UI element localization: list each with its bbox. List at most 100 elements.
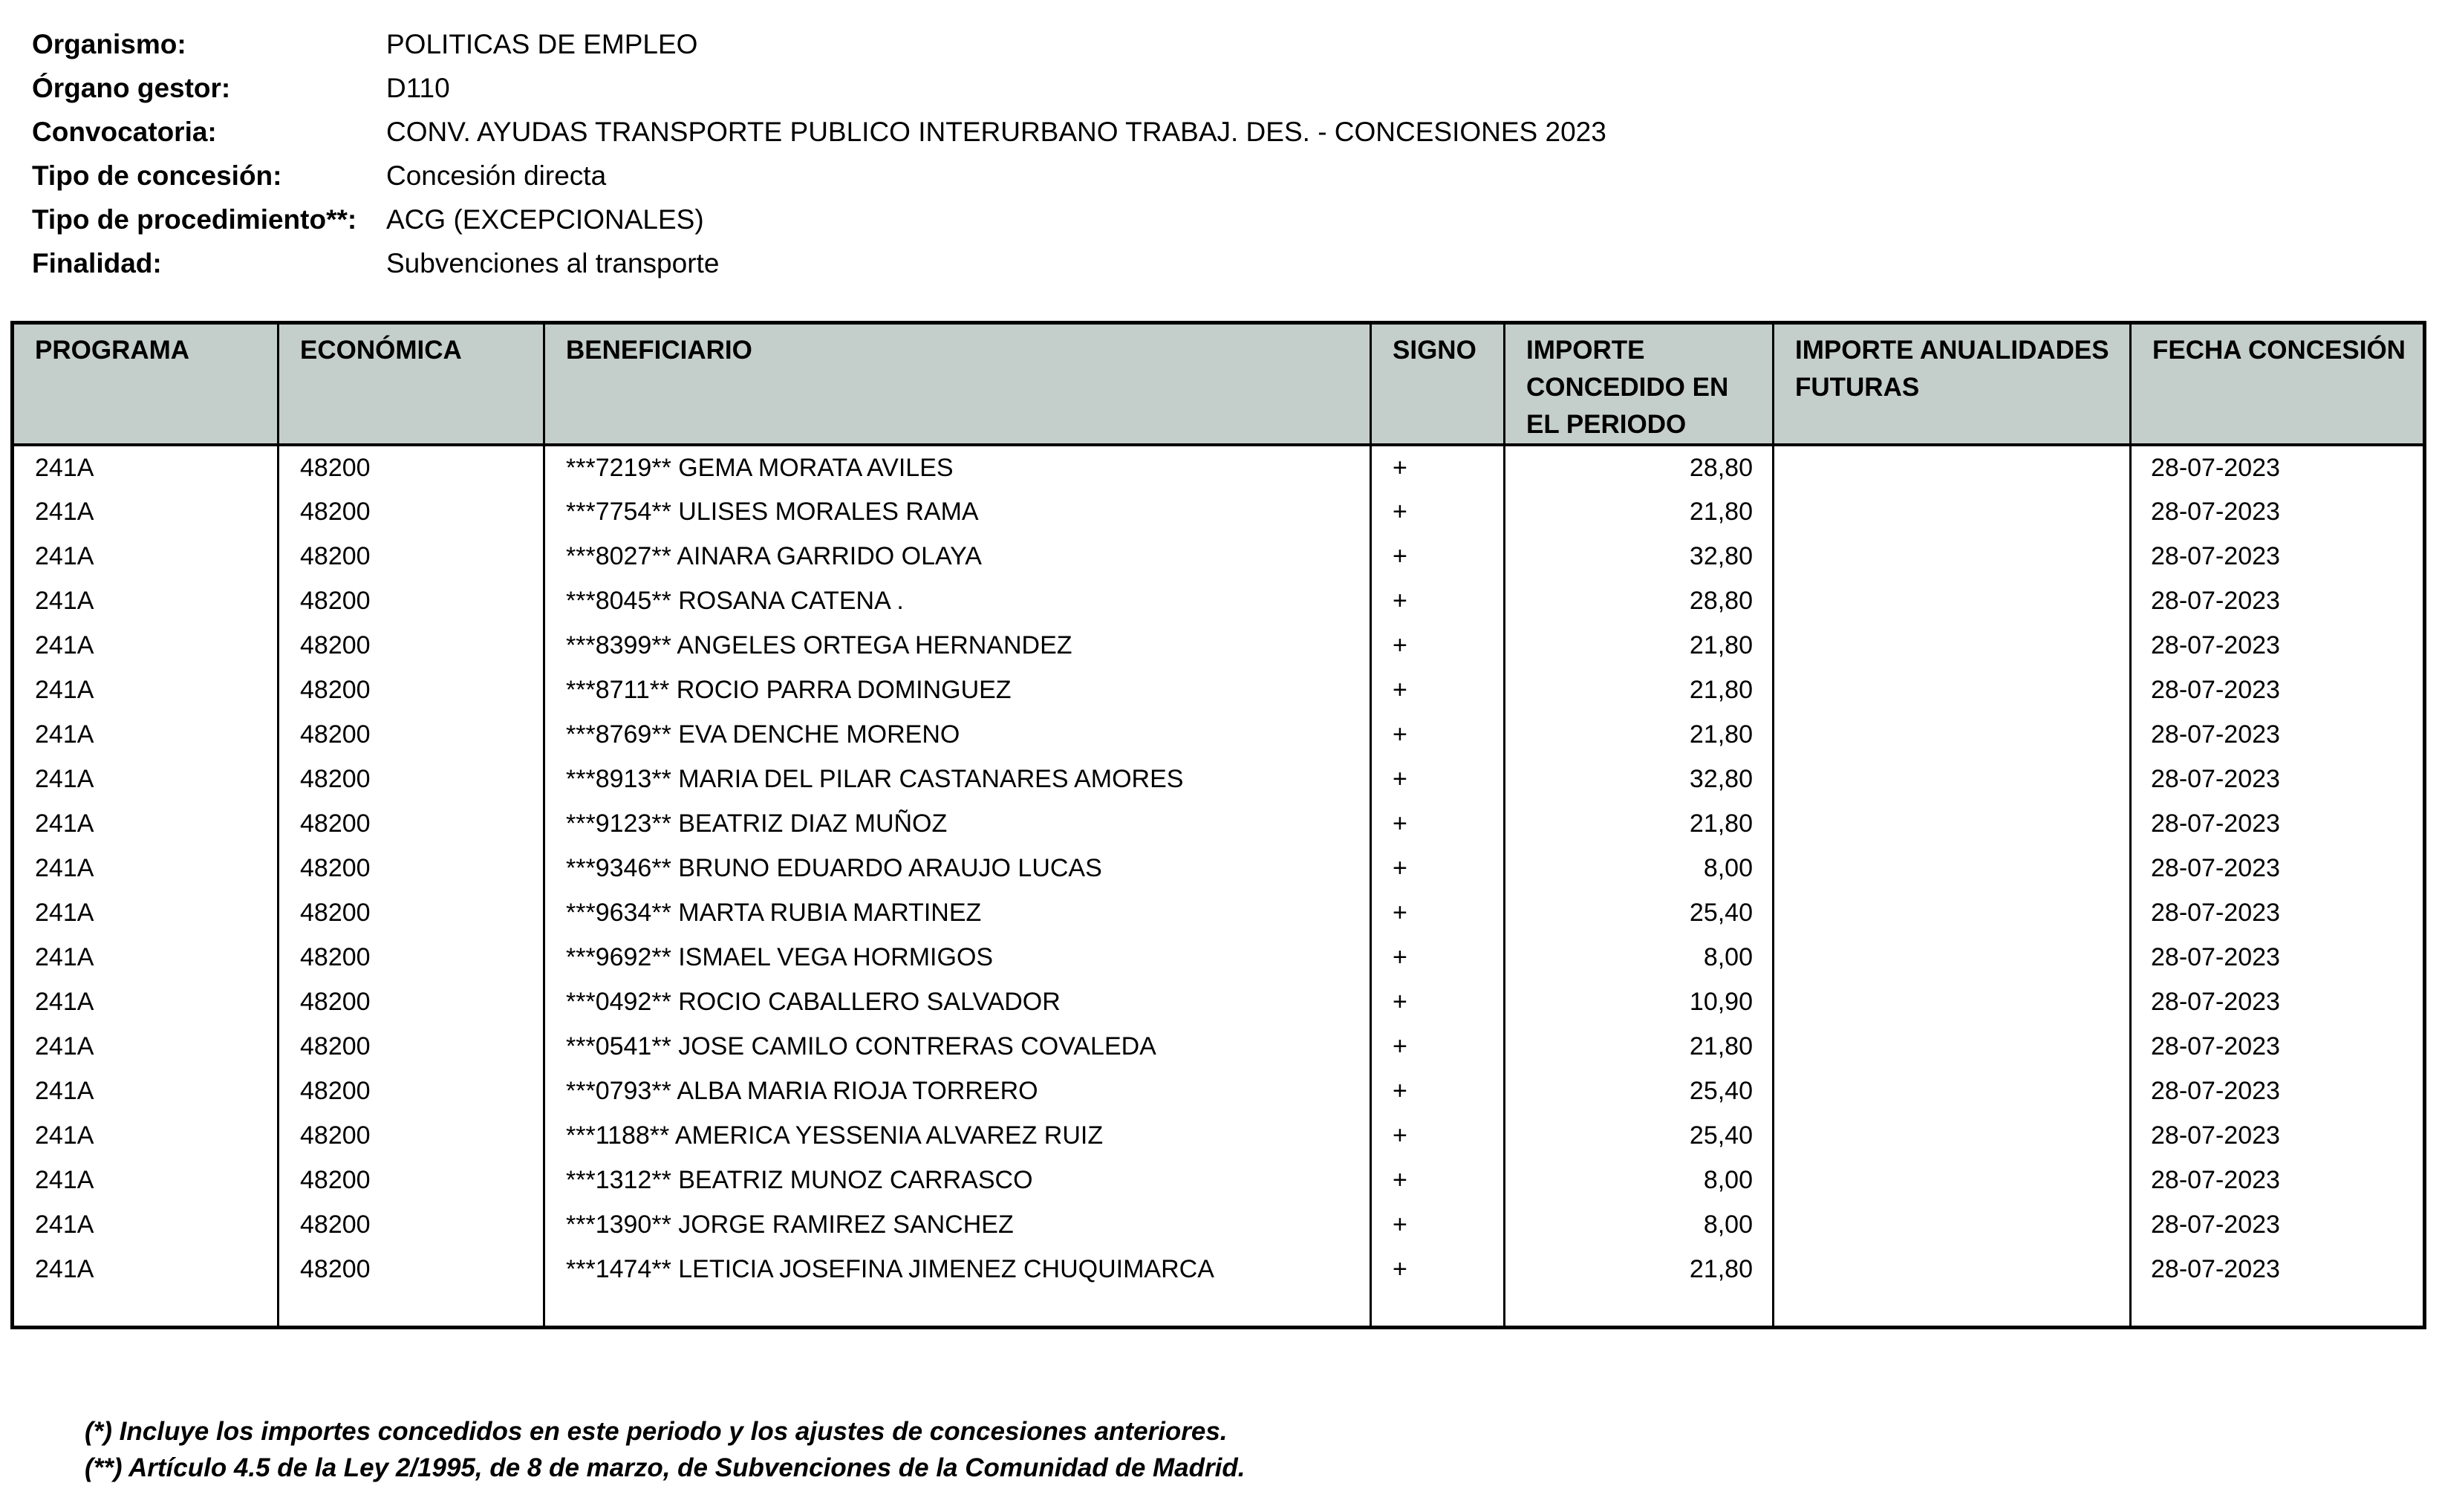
cell-fecha-concesion: 28-07-2023 bbox=[2129, 1202, 2426, 1247]
cell-importe-anualidades bbox=[1772, 935, 2132, 980]
cell-fecha-concesion: 28-07-2023 bbox=[2129, 489, 2426, 534]
cell-importe-concedido: 25,40 bbox=[1503, 1113, 1774, 1158]
meta-row: Organismo: POLITICAS DE EMPLEO bbox=[32, 22, 1606, 66]
footnote: (**) Artículo 4.5 de la Ley 2/1995, de 8… bbox=[85, 1453, 1246, 1482]
cell-economica: 48200 bbox=[277, 712, 545, 757]
cell-signo: + bbox=[1370, 1247, 1505, 1291]
cell-programa: 241A bbox=[11, 1024, 279, 1069]
cell-signo: + bbox=[1370, 980, 1505, 1024]
cell-economica: 48200 bbox=[277, 579, 545, 623]
cell-programa: 241A bbox=[11, 668, 279, 712]
cell-signo: + bbox=[1370, 890, 1505, 935]
meta-label: Tipo de procedimiento**: bbox=[32, 203, 357, 235]
cell-programa: 241A bbox=[11, 579, 279, 623]
table-row: 241A 48200 ***1474** LETICIA JOSEFINA JI… bbox=[11, 1247, 2426, 1291]
cell-economica: 48200 bbox=[277, 1202, 545, 1247]
table-row: 241A 48200 ***7754** ULISES MORALES RAMA… bbox=[11, 489, 2426, 534]
cell-importe-concedido: 8,00 bbox=[1503, 1158, 1774, 1202]
cell-beneficiario: ***1312** BEATRIZ MUNOZ CARRASCO bbox=[543, 1158, 1372, 1202]
table-row: 241A 48200 ***8027** AINARA GARRIDO OLAY… bbox=[11, 534, 2426, 579]
cell-beneficiario: ***8913** MARIA DEL PILAR CASTANARES AMO… bbox=[543, 757, 1372, 801]
cell-importe-anualidades bbox=[1772, 846, 2132, 890]
cell-programa: 241A bbox=[11, 623, 279, 668]
meta-value: D110 bbox=[386, 72, 450, 103]
cell-economica: 48200 bbox=[277, 534, 545, 579]
cell-fecha-concesion: 28-07-2023 bbox=[2129, 668, 2426, 712]
cell-importe-anualidades bbox=[1772, 1247, 2132, 1291]
meta-value: CONV. AYUDAS TRANSPORTE PUBLICO INTERURB… bbox=[386, 116, 1606, 147]
cell-programa: 241A bbox=[11, 1202, 279, 1247]
cell-signo: + bbox=[1370, 1069, 1505, 1113]
meta-row: Convocatoria: CONV. AYUDAS TRANSPORTE PU… bbox=[32, 110, 1606, 154]
cell-programa: 241A bbox=[11, 712, 279, 757]
cell-importe-concedido: 8,00 bbox=[1503, 935, 1774, 980]
table-row: 241A 48200 ***1188** AMERICA YESSENIA AL… bbox=[11, 1113, 2426, 1158]
cell-importe-concedido: 28,80 bbox=[1503, 579, 1774, 623]
cell-importe-anualidades bbox=[1772, 534, 2132, 579]
cell-importe-anualidades bbox=[1772, 489, 2132, 534]
table-row: 241A 48200 ***8045** ROSANA CATENA . + 2… bbox=[11, 579, 2426, 623]
cell-signo: + bbox=[1370, 623, 1505, 668]
cell-fecha-concesion: 28-07-2023 bbox=[2129, 623, 2426, 668]
column-header-economica: ECONÓMICA bbox=[277, 322, 545, 446]
cell-importe-anualidades bbox=[1772, 712, 2132, 757]
cell-programa: 241A bbox=[11, 980, 279, 1024]
table-row: 241A 48200 ***9634** MARTA RUBIA MARTINE… bbox=[11, 890, 2426, 935]
cell-beneficiario: ***0793** ALBA MARIA RIOJA TORRERO bbox=[543, 1069, 1372, 1113]
cell-fecha-concesion: 28-07-2023 bbox=[2129, 1069, 2426, 1113]
cell-programa: 241A bbox=[11, 935, 279, 980]
cell-signo: + bbox=[1370, 1113, 1505, 1158]
cell-importe-anualidades bbox=[1772, 1024, 2132, 1069]
meta-value: ACG (EXCEPCIONALES) bbox=[386, 203, 704, 235]
cell-signo: + bbox=[1370, 801, 1505, 846]
cell-beneficiario: ***7219** GEMA MORATA AVILES bbox=[543, 445, 1372, 489]
cell-fecha-concesion: 28-07-2023 bbox=[2129, 801, 2426, 846]
cell-programa: 241A bbox=[11, 757, 279, 801]
cell-beneficiario: ***8027** AINARA GARRIDO OLAYA bbox=[543, 534, 1372, 579]
cell-signo: + bbox=[1370, 668, 1505, 712]
cell-importe-concedido: 32,80 bbox=[1503, 534, 1774, 579]
concessions-table: PROGRAMA ECONÓMICA BENEFICIARIO SIGNO IM… bbox=[10, 321, 2426, 1329]
cell-economica: 48200 bbox=[277, 801, 545, 846]
cell-importe-concedido: 25,40 bbox=[1503, 890, 1774, 935]
footnotes-block: (*) Incluye los importes concedidos en e… bbox=[85, 1413, 1245, 1486]
cell-fecha-concesion: 28-07-2023 bbox=[2129, 445, 2426, 489]
cell-signo: + bbox=[1370, 757, 1505, 801]
cell-signo: + bbox=[1370, 712, 1505, 757]
cell-fecha-concesion: 28-07-2023 bbox=[2129, 534, 2426, 579]
cell-economica: 48200 bbox=[277, 623, 545, 668]
table-row: 241A 48200 ***7219** GEMA MORATA AVILES … bbox=[11, 445, 2426, 489]
cell-programa: 241A bbox=[11, 890, 279, 935]
cell-importe-concedido: 21,80 bbox=[1503, 801, 1774, 846]
cell-importe-concedido: 21,80 bbox=[1503, 489, 1774, 534]
meta-row: Órgano gestor: D110 bbox=[32, 66, 1606, 110]
table-row: 241A 48200 ***1312** BEATRIZ MUNOZ CARRA… bbox=[11, 1158, 2426, 1202]
column-header-signo: SIGNO bbox=[1370, 322, 1505, 446]
cell-programa: 241A bbox=[11, 1158, 279, 1202]
cell-beneficiario: ***9346** BRUNO EDUARDO ARAUJO LUCAS bbox=[543, 846, 1372, 890]
cell-signo: + bbox=[1370, 445, 1505, 489]
cell-signo: + bbox=[1370, 534, 1505, 579]
table-header: PROGRAMA ECONÓMICA BENEFICIARIO SIGNO IM… bbox=[11, 322, 2426, 446]
cell-importe-anualidades bbox=[1772, 890, 2132, 935]
table-body: 241A 48200 ***7219** GEMA MORATA AVILES … bbox=[11, 445, 2426, 1327]
table-row: 241A 48200 ***1390** JORGE RAMIREZ SANCH… bbox=[11, 1202, 2426, 1247]
meta-row: Finalidad: Subvenciones al transporte bbox=[32, 241, 1606, 285]
cell-beneficiario: ***8769** EVA DENCHE MORENO bbox=[543, 712, 1372, 757]
cell-importe-anualidades bbox=[1772, 445, 2132, 489]
cell-economica: 48200 bbox=[277, 445, 545, 489]
cell-importe-anualidades bbox=[1772, 980, 2132, 1024]
cell-economica: 48200 bbox=[277, 1113, 545, 1158]
table-row: 241A 48200 ***8399** ANGELES ORTEGA HERN… bbox=[11, 623, 2426, 668]
table-row: 241A 48200 ***0541** JOSE CAMILO CONTRER… bbox=[11, 1024, 2426, 1069]
cell-beneficiario: ***0492** ROCIO CABALLERO SALVADOR bbox=[543, 980, 1372, 1024]
cell-economica: 48200 bbox=[277, 489, 545, 534]
cell-beneficiario: ***9692** ISMAEL VEGA HORMIGOS bbox=[543, 935, 1372, 980]
column-header-programa: PROGRAMA bbox=[11, 322, 279, 446]
meta-value: Subvenciones al transporte bbox=[386, 247, 720, 278]
cell-beneficiario: ***0541** JOSE CAMILO CONTRERAS COVALEDA bbox=[543, 1024, 1372, 1069]
cell-economica: 48200 bbox=[277, 1069, 545, 1113]
cell-importe-anualidades bbox=[1772, 1069, 2132, 1113]
cell-importe-concedido: 21,80 bbox=[1503, 623, 1774, 668]
